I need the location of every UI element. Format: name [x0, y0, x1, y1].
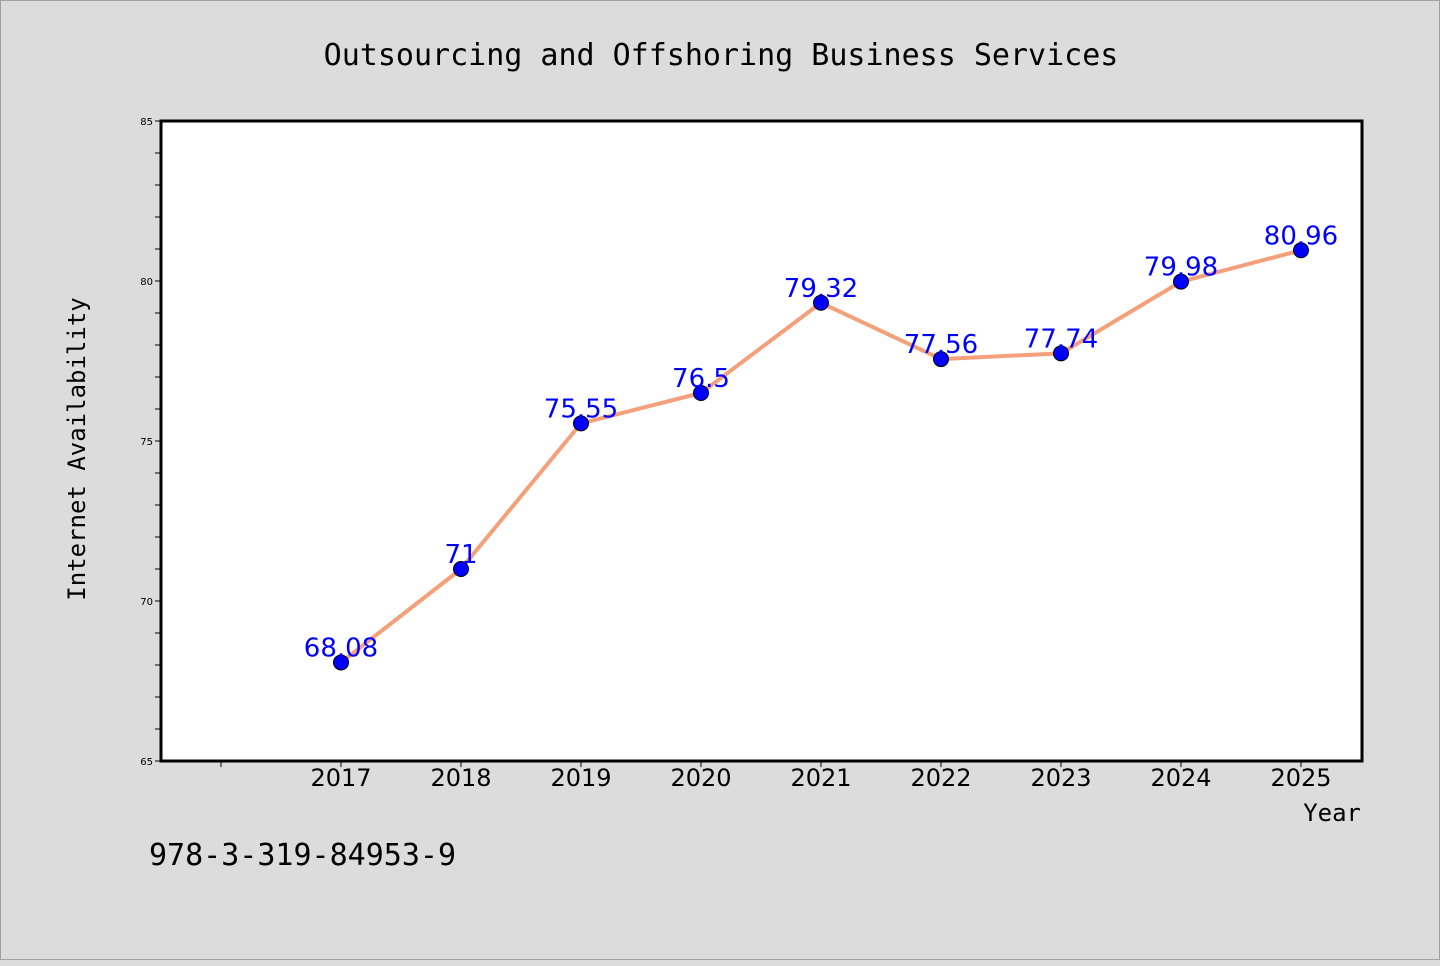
data-label: 79.32	[784, 274, 858, 304]
data-label: 68.08	[304, 633, 378, 663]
data-labels: 68.08 71 75.55 76.5 79.32 77.56 77.74 79.98 80.9…	[304, 221, 1338, 663]
x-tick-label: 2024	[1150, 764, 1211, 792]
y-tick-label: 65	[140, 757, 153, 768]
x-tick-label: 2017	[310, 764, 371, 792]
data-label: 77.74	[1024, 324, 1098, 354]
data-point	[933, 351, 949, 368]
x-tick-label: 2020	[670, 764, 731, 792]
y-tick-label: 85	[140, 117, 153, 128]
data-point	[453, 561, 469, 577]
x-axis: 2017 2018 2019 2020 2021 2022 2023 2024 2025	[220, 761, 1332, 792]
data-label: 80.96	[1264, 221, 1338, 251]
plot-area	[159, 119, 1364, 763]
x-tick-label: 2022	[910, 764, 971, 792]
data-point	[693, 385, 709, 401]
data-point	[813, 294, 829, 311]
data-label: 77.56	[904, 330, 978, 360]
data-point	[573, 415, 589, 432]
x-tick-label: 2025	[1270, 764, 1331, 792]
x-axis-title: Year	[1303, 799, 1361, 827]
chart-title: Outsourcing and Offshoring Business Serv…	[324, 38, 1119, 73]
y-tick-label: 75	[140, 437, 153, 448]
data-point	[1173, 273, 1189, 290]
data-label: 76.5	[672, 364, 730, 394]
y-tick-label: 80	[140, 277, 153, 288]
data-point	[333, 654, 349, 671]
data-markers	[333, 242, 1309, 671]
data-label: 79.98	[1144, 253, 1218, 283]
x-tick-label: 2023	[1030, 764, 1091, 792]
data-label: 75.55	[544, 394, 618, 424]
data-point	[1293, 242, 1309, 259]
y-axis-title: Internet Availability	[63, 297, 91, 600]
x-tick-label: 2018	[430, 764, 491, 792]
x-tick-label: 2021	[790, 764, 851, 792]
isbn-footnote: 978-3-319-84953-9	[149, 838, 456, 873]
data-point	[1053, 345, 1069, 362]
data-label: 71	[444, 540, 477, 570]
y-tick-label: 70	[140, 597, 153, 608]
y-axis: 65 70 75 80 85	[140, 117, 161, 768]
x-tick-label: 2019	[550, 764, 611, 792]
